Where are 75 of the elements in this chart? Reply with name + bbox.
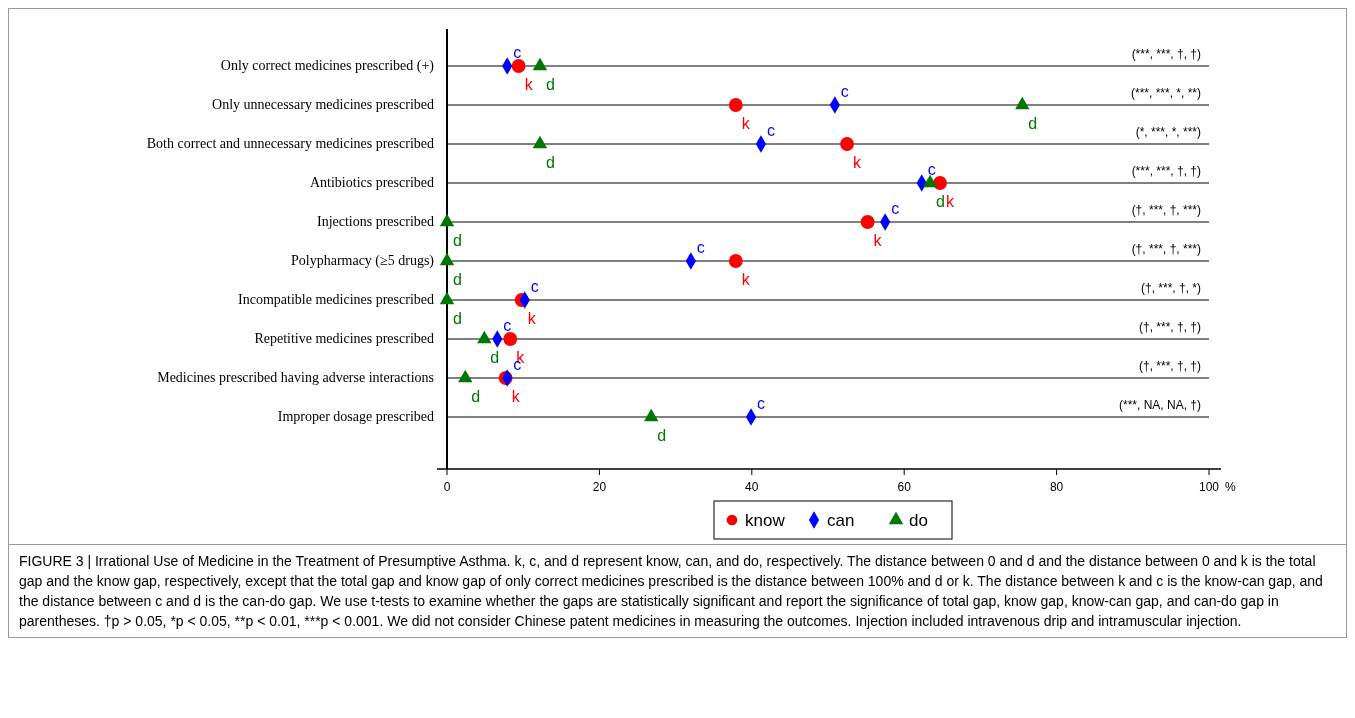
y-tick-label: Only unnecessary medicines prescribed: [212, 97, 434, 112]
annotation: d: [657, 427, 667, 444]
annotation: (***, ***, †, †): [1131, 47, 1201, 61]
annotation: (†, ***, †, ***): [1131, 242, 1201, 256]
annotation: d: [453, 232, 462, 249]
annotation: c: [696, 239, 705, 256]
point: [840, 137, 854, 151]
annotation: k: [741, 115, 751, 132]
legend-label: can: [827, 511, 855, 530]
annotation: k: [853, 154, 863, 171]
x-tick-label: 20: [592, 480, 607, 494]
point: [477, 330, 492, 344]
point: [458, 369, 473, 383]
point: [439, 213, 455, 227]
point: [532, 135, 548, 149]
point: [1015, 96, 1030, 110]
x-tick-label: 40: [745, 480, 759, 494]
caption: FIGURE 3 | Irrational Use of Medicine in the Treatment of Presumptive Asthma. k, c, and d represent know, can, and do, respectively. The distance between 0 and d and the distance between 0 and k is the total gap and the know gap, respectively, except that the total gap and know gap of only correct medicines prescribed is the distance between 100% and d or k. The distance between k and c is the know-can gap, and the distance between c and d is the can-do gap. We use t-tests to examine whether the gaps are statistically significant and report the significance of total gap, know gap, know-can gap, and can-do gap in parentheses. †p > 0.05, *p < 0.05, **p < 0.01, ***p < 0.001. We did not consider Chinese patent medicines in measuring the outcomes. Injection included intravenous drip and intramuscular injection.: [19, 552, 1324, 631]
annotation: k: [524, 76, 534, 93]
annotation: k: [873, 232, 883, 249]
annotation: (†, ***, †, *): [1140, 281, 1201, 295]
point: [728, 98, 743, 112]
x-tick-label: 60: [897, 480, 912, 494]
annotation: (***, NA, NA, †): [1118, 398, 1201, 412]
x-axis-title: %: [1225, 480, 1236, 494]
legend-label: know: [745, 511, 786, 530]
annotation: c: [891, 200, 900, 217]
annotation: d: [453, 310, 462, 327]
y-tick-label: Medicines prescribed having adverse interactions: [157, 370, 434, 385]
annotation: c: [766, 122, 775, 139]
annotation: k: [511, 388, 521, 405]
x-tick-label: 0: [443, 480, 451, 494]
annotation: c: [503, 317, 512, 334]
annotation: c: [513, 44, 522, 61]
point: [860, 215, 875, 229]
x-tick-label: 80: [1049, 480, 1064, 494]
annotation: d: [471, 388, 481, 405]
annotation: c: [927, 161, 936, 178]
y-tick-label: Only correct medicines prescribed (+): [220, 58, 435, 74]
annotation: (*, ***, *, ***): [1135, 125, 1201, 139]
y-tick-label: Injections prescribed: [316, 214, 434, 229]
legend-label: do: [909, 511, 928, 530]
annotation: (***, ***, *, **): [1130, 86, 1201, 100]
y-tick-label: Polypharmacy (≥5 drugs): [291, 253, 435, 269]
annotation: (†, ***, †, †): [1138, 359, 1201, 373]
annotation: c: [530, 278, 539, 295]
annotation: k: [946, 193, 956, 210]
x-tick-label: 100: [1198, 480, 1220, 494]
y-tick-label: Improper dosage prescribed: [277, 409, 434, 424]
annotation: d: [453, 271, 462, 288]
annotation: d: [1028, 115, 1038, 132]
y-tick-label: Repetitive medicines prescribed: [254, 331, 434, 346]
annotation: k: [741, 271, 751, 288]
point: [439, 252, 455, 266]
annotation: c: [757, 395, 766, 412]
point: [922, 174, 938, 188]
point: [511, 59, 526, 73]
annotation: d: [490, 349, 500, 366]
annotation: k: [527, 310, 537, 327]
y-tick-label: Both correct and unnecessary medicines prescribed: [146, 136, 434, 151]
point: [503, 332, 518, 346]
point: [933, 176, 947, 190]
annotation: (†, ***, †, †): [1138, 320, 1201, 334]
annotation: d: [936, 193, 946, 210]
y-tick-label: Antibiotics prescribed: [309, 175, 434, 190]
annotation: (***, ***, †, †): [1131, 164, 1201, 178]
point: [728, 254, 743, 268]
point: [439, 291, 455, 305]
y-tick-label: Incompatible medicines prescribed: [238, 292, 434, 307]
point: [644, 408, 659, 422]
annotation: d: [545, 76, 555, 93]
annotation: (†, ***, †, ***): [1131, 203, 1201, 217]
annotation: d: [545, 154, 555, 171]
annotation: c: [840, 83, 849, 100]
point: [532, 57, 548, 71]
